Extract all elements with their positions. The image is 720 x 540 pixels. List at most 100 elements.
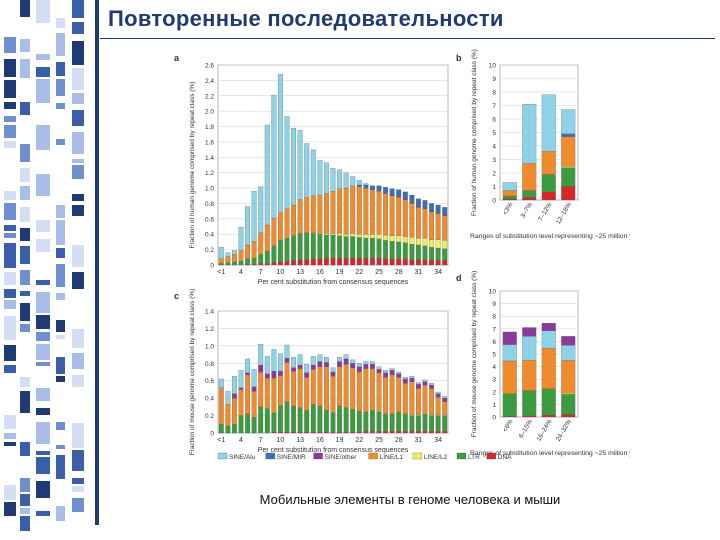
- bar-segment: [416, 259, 421, 266]
- bar-segment: [251, 417, 257, 434]
- bar-segment: [337, 432, 342, 434]
- y-tick-label: 6: [492, 117, 496, 124]
- bar-segment: [422, 200, 428, 209]
- bar-segment: [225, 425, 231, 434]
- bar-segment: [324, 234, 329, 259]
- barcode-block: [36, 315, 50, 329]
- bar-segment: [330, 257, 336, 266]
- x-tick-label: 34: [434, 269, 442, 276]
- x-tick-label: 28: [395, 437, 403, 444]
- bar-segment: [238, 227, 244, 251]
- bar-segment: [502, 195, 517, 199]
- bar-segment: [561, 166, 576, 168]
- barcode-block: [72, 329, 84, 348]
- bar-segment: [383, 372, 388, 378]
- barcode-block: [36, 422, 50, 444]
- bar-segment: [396, 373, 402, 378]
- y-axis-label: Fraction of human genome comprised by re…: [471, 49, 478, 216]
- bar-segment: [429, 384, 434, 389]
- barcode-block: [20, 303, 30, 321]
- bar-segment: [409, 244, 415, 260]
- x-tick-label: 4: [239, 437, 243, 444]
- bar-segment: [271, 377, 277, 414]
- bar-segment: [389, 195, 395, 236]
- bar-segment: [363, 411, 369, 432]
- bar-segment: [317, 194, 323, 234]
- bar-segment: [238, 261, 244, 266]
- bar-segment: [442, 215, 448, 241]
- bar-segment: [409, 259, 415, 266]
- bar-segment: [238, 250, 244, 262]
- barcode-block: [56, 455, 65, 479]
- slide-title: Повторенные последовательности: [108, 6, 504, 31]
- barcode-block: [20, 168, 30, 182]
- bar-segment: [218, 387, 224, 425]
- bar-segment: [402, 191, 408, 199]
- bar-segment: [278, 405, 283, 433]
- bar-segment: [337, 405, 342, 433]
- bar-segment: [416, 388, 421, 415]
- barcode-block: [4, 289, 16, 298]
- bar-segment: [409, 431, 415, 434]
- bar-segment: [561, 394, 576, 415]
- bar-segment: [258, 254, 264, 264]
- bar-segment: [304, 232, 310, 260]
- bar-segment: [502, 360, 517, 394]
- barcode-block: [20, 228, 30, 241]
- bar-segment: [402, 199, 408, 237]
- bar-segment: [416, 415, 421, 432]
- barcode-block: [4, 80, 16, 98]
- bar-segment: [304, 377, 310, 411]
- barcode-block: [72, 68, 84, 90]
- x-tick-label: <3%: [502, 201, 515, 216]
- barcode-block: [4, 243, 16, 268]
- bar-segment: [271, 245, 277, 263]
- bar-segment: [502, 393, 517, 417]
- bar-segment: [218, 424, 224, 434]
- legend-label: SINE/MIR: [277, 454, 306, 461]
- panel-letter: a: [174, 53, 180, 63]
- bar-segment: [429, 239, 434, 248]
- bar-segment: [429, 247, 434, 261]
- x-tick-label: 28: [395, 269, 403, 276]
- bar-segment: [541, 191, 556, 201]
- bar-segment: [376, 366, 382, 370]
- bar-segment: [317, 361, 323, 367]
- bar-segment: [330, 371, 336, 377]
- bar-segment: [258, 406, 264, 434]
- bar-segment: [389, 374, 395, 414]
- barcode-block: [36, 344, 50, 360]
- bar-segment: [218, 263, 224, 266]
- bar-segment: [264, 377, 270, 409]
- x-tick-label: 19: [336, 269, 344, 276]
- bar-segment: [356, 234, 362, 238]
- bar-segment: [291, 357, 296, 368]
- bar-segment: [284, 401, 290, 433]
- bar-segment: [422, 208, 428, 239]
- bar-segment: [232, 254, 237, 263]
- legend-label: SINE/Alu: [229, 454, 256, 461]
- y-tick-label: 0.4: [205, 396, 214, 403]
- bar-segment: [356, 184, 362, 187]
- bar-segment: [264, 263, 270, 266]
- barcode-block: [56, 264, 65, 287]
- bar-segment: [389, 241, 395, 259]
- bar-segment: [232, 376, 237, 394]
- bar-segment: [435, 415, 441, 432]
- y-tick-label: 2.6: [205, 63, 214, 70]
- chart-legend: SINE/Alu SINE/MIR SINE/other LINE/L1 LINE/L2…: [217, 452, 512, 461]
- bar-segment: [389, 370, 395, 375]
- bar-segment: [324, 410, 329, 433]
- y-tick-label: 1.0: [205, 343, 214, 350]
- barcode-block: [20, 144, 30, 162]
- legend-swatch: [412, 452, 422, 460]
- bar-segment: [310, 404, 316, 433]
- y-tick-label: 9: [492, 76, 496, 83]
- bar-segment: [416, 244, 421, 260]
- bar-segment: [363, 184, 369, 189]
- legend-swatch: [265, 452, 275, 460]
- x-tick-label: 4: [239, 269, 243, 276]
- bar-segment: [343, 432, 349, 434]
- bar-segment: [370, 257, 375, 266]
- barcode-block: [20, 186, 30, 200]
